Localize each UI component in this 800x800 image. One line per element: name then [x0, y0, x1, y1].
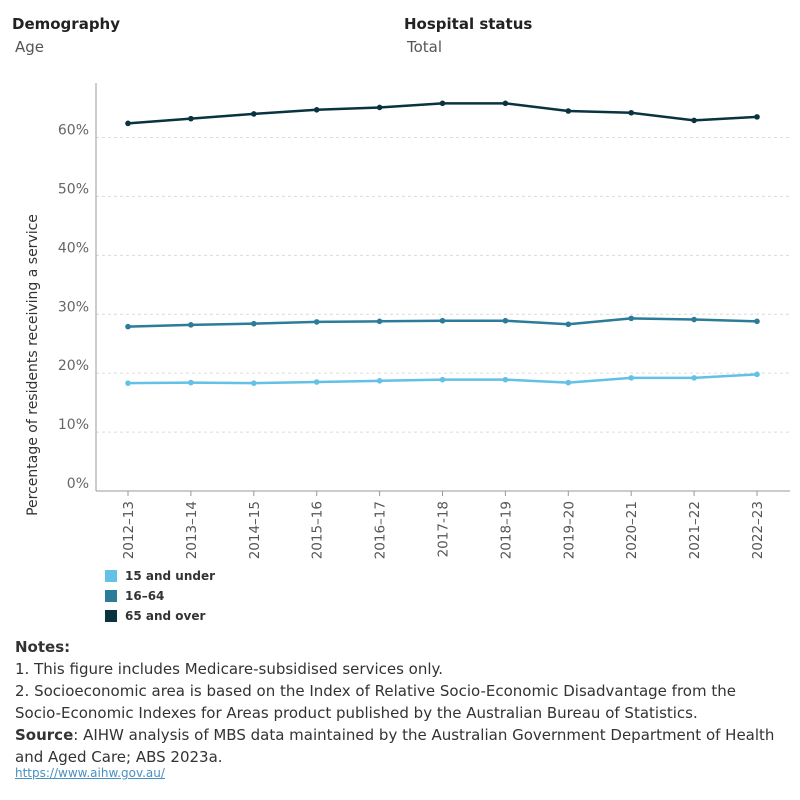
data-point: [376, 378, 383, 384]
hospital-status-filter-value[interactable]: Total: [407, 38, 443, 56]
data-point: [313, 379, 320, 385]
x-tick-label: 2017-18: [436, 501, 452, 557]
x-tick-label: 2020–21: [624, 501, 640, 559]
data-point: [502, 376, 509, 383]
data-point: [628, 315, 634, 322]
data-point: [188, 115, 194, 122]
data-point: [439, 376, 446, 383]
y-axis-title: Percentage of residents receiving a serv…: [25, 214, 41, 516]
data-point: [439, 100, 446, 107]
data-point: [251, 380, 257, 386]
data-point: [502, 317, 509, 324]
legend-label: 65 and over: [125, 609, 206, 623]
legend-swatch: [105, 590, 117, 602]
demography-filter-label: Demography: [12, 15, 121, 33]
x-tick-label: 2018–19: [498, 501, 514, 559]
data-point: [125, 380, 131, 386]
line-chart: 0% 10% 20% 30% 40% 50% 60% Percentage of reside…: [25, 83, 790, 559]
notes-section: Notes: 1. This figure includes Medicare-…: [15, 636, 785, 768]
series-line: [127, 102, 758, 125]
data-point: [628, 375, 634, 381]
data-point: [565, 379, 572, 386]
data-point: [502, 100, 509, 107]
data-point: [251, 111, 257, 117]
legend-label: 16–64: [125, 589, 165, 603]
data-point: [628, 109, 634, 116]
data-point: [754, 114, 760, 120]
x-tick-label: 2014–15: [247, 501, 263, 559]
legend-swatch: [105, 610, 117, 622]
note-1: 1. This figure includes Medicare-subsidi…: [15, 660, 444, 678]
y-tick-label: 40%: [58, 240, 89, 256]
note-2: 2. Socioeconomic area is based on the In…: [15, 682, 736, 722]
y-tick-label: 10%: [58, 417, 89, 433]
data-point: [188, 322, 194, 328]
x-tick-label: 2021–22: [687, 501, 703, 559]
source-note: Source: AIHW analysis of MBS data mainta…: [15, 724, 785, 768]
y-tick-label: 20%: [58, 358, 89, 374]
aihw-link[interactable]: https://www.aihw.gov.au/: [15, 766, 165, 780]
x-tick-label: 2019–20: [561, 501, 577, 559]
data-point: [376, 104, 383, 111]
source-label: Source: [15, 726, 74, 744]
data-point: [565, 321, 572, 328]
y-tick-label: 30%: [58, 299, 89, 315]
source-text: : AIHW analysis of MBS data maintained b…: [15, 726, 775, 766]
data-point: [691, 316, 697, 323]
data-point: [313, 107, 320, 113]
data-point: [754, 371, 760, 378]
hospital-status-filter-label: Hospital status: [404, 15, 533, 33]
data-point: [188, 379, 194, 386]
data-point: [565, 108, 572, 114]
data-point: [754, 318, 760, 325]
notes-heading: Notes:: [15, 638, 71, 656]
data-point: [313, 319, 320, 325]
chart-legend: 15 and under 16–64 65 and over: [105, 566, 215, 626]
data-point: [691, 117, 697, 124]
x-tick-label: 2016–17: [373, 501, 389, 559]
legend-swatch: [105, 570, 117, 582]
y-tick-label: 60%: [58, 123, 89, 139]
legend-label: 15 and under: [125, 569, 216, 583]
x-tick-label: 2012–13: [121, 501, 137, 559]
data-point: [439, 317, 446, 324]
y-tick-label: 0%: [67, 476, 89, 492]
y-tick-label: 50%: [58, 181, 89, 197]
legend-item[interactable]: 65 and over: [105, 606, 215, 626]
x-tick-label: 2013–14: [184, 501, 200, 559]
legend-item[interactable]: 16–64: [105, 586, 215, 606]
data-point: [125, 120, 131, 127]
x-tick-label: 2015–16: [310, 501, 326, 559]
data-point: [691, 375, 697, 381]
x-tick-label: 2022–23: [750, 501, 766, 559]
data-point: [376, 318, 383, 325]
legend-item[interactable]: 15 and under: [105, 566, 215, 586]
data-point: [125, 323, 131, 330]
demography-filter-value[interactable]: Age: [15, 38, 45, 56]
data-point: [251, 320, 257, 327]
